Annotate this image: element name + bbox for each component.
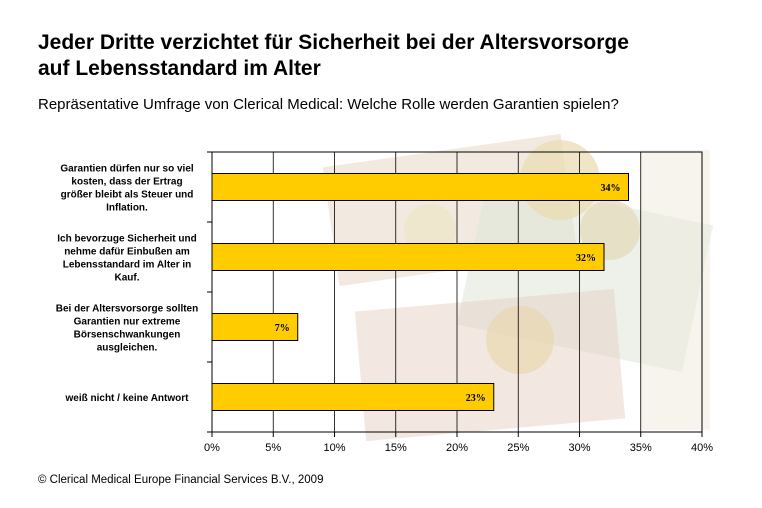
data-label: 32%	[576, 253, 596, 264]
x-tick-label: 25%	[507, 442, 529, 454]
x-tick-label: 5%	[265, 442, 281, 454]
bar	[211, 313, 299, 341]
data-label: 7%	[275, 323, 290, 334]
copyright-footer: © Clerical Medical Europe Financial Serv…	[38, 474, 324, 486]
bar-chart: 0% 5% 10% 15% 20% 25% 30% 35% 40% 34% Garantien dü…	[56, 133, 713, 454]
x-tick-label: 20%	[446, 442, 468, 454]
data-label: 34%	[601, 183, 621, 194]
title-line-1: Jeder Dritte verzichtet für Sicherheit b…	[38, 31, 629, 54]
category-label: weiß nicht / keine Antwort	[65, 393, 190, 404]
x-tick-label: 35%	[630, 442, 652, 454]
chart-subtitle: Repräsentative Umfrage von Clerical Medi…	[38, 96, 619, 113]
title-line-2: auf Lebensstandard im Alter	[38, 57, 321, 80]
bar	[211, 243, 605, 271]
data-label: 23%	[466, 393, 486, 404]
x-tick-label: 0%	[204, 442, 220, 454]
x-tick-label: 40%	[691, 442, 713, 454]
bar	[211, 173, 629, 201]
x-tick-label: 10%	[323, 442, 345, 454]
category-label: Bei der Altersvorsorge sollten Garantien …	[56, 304, 198, 354]
chart-title: Jeder Dritte verzichtet für Sicherheit b…	[38, 30, 738, 82]
category-label: Ich bevorzuge Sicherheit und nehme dafür …	[57, 234, 196, 284]
bar	[211, 383, 495, 411]
x-tick-label: 15%	[385, 442, 407, 454]
x-tick-label: 30%	[568, 442, 590, 454]
category-label: Garantien dürfen nur so viel kosten, dass…	[60, 164, 194, 214]
